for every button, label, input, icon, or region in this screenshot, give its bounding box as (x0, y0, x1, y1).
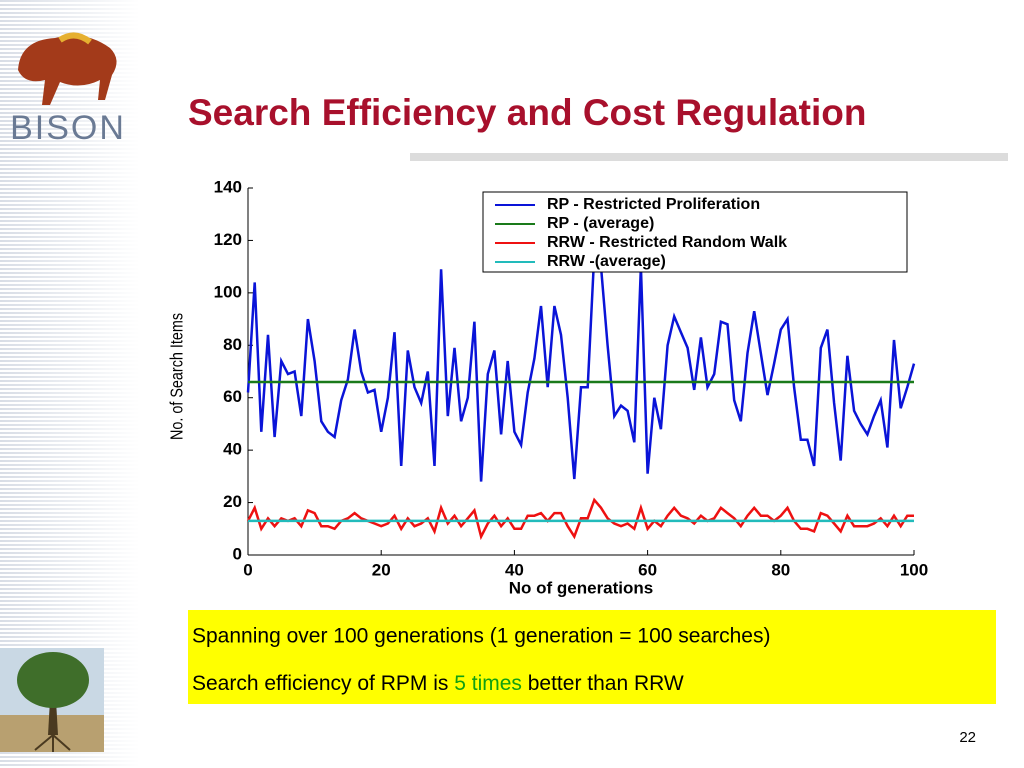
legend-box (482, 191, 908, 273)
series-line (246, 497, 914, 541)
legend-label: RRW - Restricted Random Walk (547, 234, 787, 251)
tree-image (0, 648, 104, 752)
x-tick-label: 40 (505, 560, 524, 579)
legend-label: RP - Restricted Proliferation (547, 196, 760, 213)
series-line (246, 248, 916, 482)
y-tick-label: 60 (223, 387, 242, 406)
x-tick-label: 20 (372, 560, 391, 579)
x-tick-label: 60 (638, 560, 657, 579)
note-text: better than RRW (522, 672, 684, 695)
x-tick-label: 100 (900, 560, 928, 579)
x-tick-label: 80 (771, 560, 790, 579)
y-tick-label: 120 (214, 230, 242, 249)
note-line: Search efficiency of RPM is 5 times bett… (192, 672, 684, 695)
logo-text: BISON (10, 109, 126, 147)
note-line: Spanning over 100 generations (1 generat… (192, 625, 770, 648)
page-number: 22 (959, 729, 976, 746)
y-tick-label: 140 (214, 177, 242, 196)
y-tick-label: 40 (223, 440, 242, 459)
note-box (188, 610, 996, 704)
y-tick-label: 0 (233, 544, 242, 563)
legend-label: RP - (average) (547, 215, 654, 232)
note-highlight: 5 times (454, 672, 522, 695)
note-text: Search efficiency of RPM is (192, 672, 454, 695)
logo-bison (18, 32, 117, 105)
y-tick-label: 100 (214, 282, 242, 301)
legend-label: RRW -(average) (547, 253, 666, 270)
slide-title: Search Efficiency and Cost Regulation (188, 92, 866, 133)
y-tick-label: 80 (223, 335, 242, 354)
y-axis-label: No. of Search Items (167, 313, 187, 440)
y-tick-label: 20 (223, 492, 242, 511)
x-axis-label: No of generations (509, 578, 654, 597)
title-rule (410, 153, 1008, 161)
side-fade (0, 0, 140, 768)
x-tick-label: 0 (243, 560, 252, 579)
